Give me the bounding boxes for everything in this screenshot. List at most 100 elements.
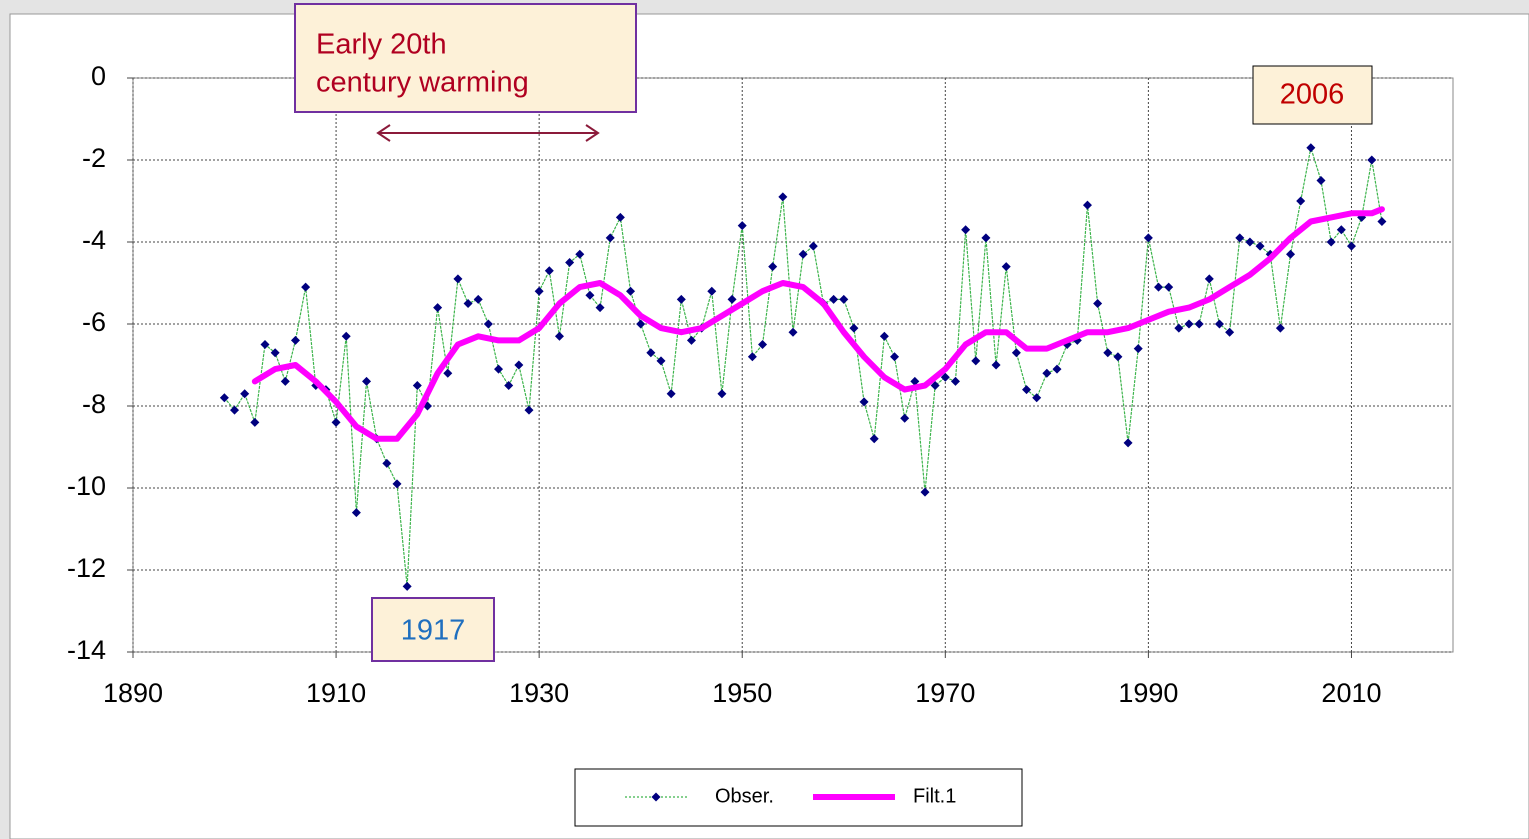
data-point bbox=[859, 397, 869, 407]
data-point bbox=[483, 319, 493, 329]
data-point bbox=[392, 479, 402, 489]
legend-label: Obser. bbox=[715, 785, 774, 807]
data-point bbox=[930, 381, 940, 390]
y-tick-label: -4 bbox=[82, 225, 106, 255]
data-point bbox=[1022, 385, 1032, 395]
data-point bbox=[453, 274, 463, 284]
data-point bbox=[798, 249, 808, 259]
data-point bbox=[382, 458, 392, 468]
data-point bbox=[636, 319, 646, 329]
annotation-box bbox=[1252, 65, 1373, 125]
annotation: 2006 bbox=[1280, 79, 1345, 111]
data-point bbox=[585, 290, 595, 300]
data-point bbox=[778, 192, 788, 202]
data-point bbox=[1326, 237, 1336, 247]
data-point bbox=[1255, 241, 1265, 251]
x-tick-label: 1930 bbox=[509, 678, 569, 708]
data-point bbox=[1133, 344, 1143, 354]
data-point bbox=[504, 381, 514, 390]
data-point bbox=[615, 212, 625, 222]
annotation: century warming bbox=[316, 67, 529, 99]
data-point bbox=[686, 335, 696, 345]
arrow bbox=[376, 124, 600, 142]
annotation-box bbox=[371, 597, 495, 662]
data-point bbox=[1011, 348, 1021, 358]
data-point bbox=[1001, 262, 1011, 272]
annotation-box bbox=[294, 3, 637, 113]
data-point bbox=[270, 348, 280, 358]
data-point bbox=[402, 581, 412, 591]
data-point bbox=[230, 405, 240, 415]
data-point bbox=[1194, 319, 1204, 329]
plot-area: 0 -2 -4 -6 -8 -10 -12 -14 1890 1910 1930 1950 1970 19… bbox=[67, 61, 1454, 708]
data-point bbox=[331, 417, 341, 427]
data-point bbox=[869, 434, 879, 444]
data-point bbox=[1286, 249, 1296, 259]
x-tick-label: 1970 bbox=[915, 678, 975, 708]
y-tick-label: -6 bbox=[82, 307, 106, 337]
data-point bbox=[707, 286, 717, 296]
series-line bbox=[251, 206, 1385, 442]
data-point bbox=[910, 376, 920, 386]
annotation: Early 20th bbox=[316, 29, 447, 61]
data-point bbox=[879, 331, 889, 341]
y-tick-label: -12 bbox=[67, 553, 106, 583]
data-point bbox=[1184, 319, 1194, 329]
data-point bbox=[554, 331, 564, 341]
legend-items: Obser. Filt.1 bbox=[625, 785, 956, 807]
data-point bbox=[1296, 196, 1306, 206]
data-point bbox=[575, 249, 585, 259]
data-point bbox=[829, 294, 839, 304]
data-point bbox=[494, 364, 504, 374]
annotation: 1917 bbox=[401, 615, 466, 647]
data-point bbox=[595, 303, 605, 313]
data-point bbox=[1367, 155, 1377, 165]
data-point bbox=[1032, 393, 1042, 403]
data-point bbox=[412, 381, 422, 390]
data-point bbox=[524, 405, 534, 415]
data-point bbox=[605, 233, 615, 243]
x-tick-label: 1990 bbox=[1118, 678, 1178, 708]
y-tick-label: -8 bbox=[82, 389, 106, 419]
data-point bbox=[351, 508, 361, 518]
data-point bbox=[758, 340, 768, 349]
data-point bbox=[991, 360, 1001, 370]
data-point bbox=[839, 294, 849, 304]
data-point bbox=[290, 335, 300, 345]
data-point bbox=[666, 389, 676, 399]
data-point bbox=[737, 221, 747, 231]
data-point bbox=[362, 376, 372, 386]
data-point bbox=[260, 340, 270, 349]
data-point bbox=[1123, 438, 1133, 448]
x-tick-label: 1910 bbox=[306, 678, 366, 708]
data-point bbox=[920, 487, 930, 497]
data-point bbox=[1204, 274, 1214, 284]
y-tick-label: 0 bbox=[91, 61, 106, 91]
y-tick-label: -2 bbox=[82, 143, 106, 173]
data-point bbox=[1275, 323, 1285, 333]
data-point bbox=[788, 327, 798, 337]
data-point bbox=[1346, 241, 1356, 251]
data-point bbox=[240, 389, 250, 399]
x-tick-label: 2010 bbox=[1321, 678, 1381, 708]
data-point bbox=[1093, 299, 1103, 308]
data-point bbox=[1377, 217, 1387, 226]
legend-swatch bbox=[651, 792, 661, 802]
data-point bbox=[1336, 225, 1346, 235]
data-point bbox=[219, 393, 229, 403]
data-point bbox=[656, 356, 666, 366]
data-point bbox=[768, 262, 778, 272]
data-point bbox=[1214, 319, 1224, 329]
data-point bbox=[1225, 327, 1235, 337]
x-tick-label: 1890 bbox=[103, 678, 163, 708]
y-tick-label: -10 bbox=[67, 471, 106, 501]
data-point bbox=[940, 372, 950, 382]
data-point bbox=[1082, 200, 1092, 210]
legend-label: Filt.1 bbox=[913, 785, 956, 807]
data-point bbox=[544, 266, 554, 276]
data-point bbox=[900, 413, 910, 423]
data-point bbox=[950, 376, 960, 386]
data-point bbox=[1103, 348, 1113, 358]
data-point bbox=[849, 323, 859, 333]
